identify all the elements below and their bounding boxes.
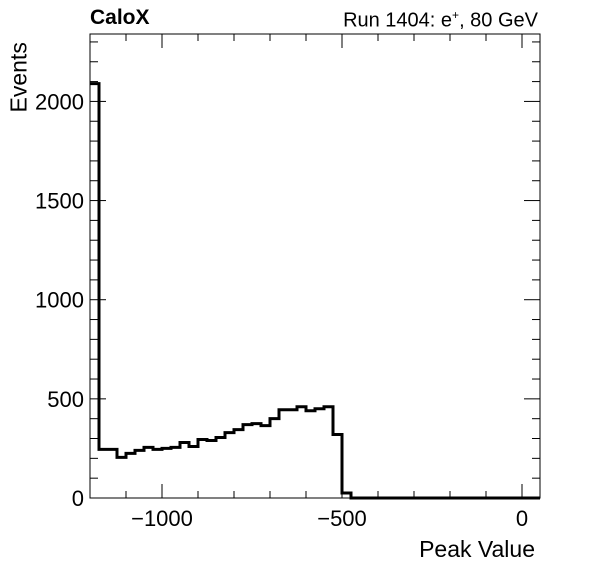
- x-tick-label: −1000: [131, 506, 193, 531]
- y-tick-label: 1000: [35, 288, 84, 313]
- x-tick-label: −500: [317, 506, 367, 531]
- x-axis-label: Peak Value: [419, 536, 535, 562]
- y-tick-label: 1500: [35, 189, 84, 214]
- x-tick-label: 0: [516, 506, 528, 531]
- run-label: Run 1404: e+, 80 GeV: [343, 8, 538, 33]
- run-suffix: , 80 GeV: [459, 9, 538, 32]
- experiment-label: CaloX: [90, 6, 150, 29]
- run-prefix: Run 1404: e: [343, 9, 453, 32]
- y-axis-label: Events: [5, 42, 32, 113]
- y-tick-label: 500: [47, 387, 84, 412]
- y-tick-label: 0: [72, 486, 84, 511]
- y-tick-label: 2000: [35, 89, 84, 114]
- run-sup: +: [452, 8, 460, 22]
- plot-frame: [89, 33, 541, 499]
- histogram-step-line: [90, 82, 540, 500]
